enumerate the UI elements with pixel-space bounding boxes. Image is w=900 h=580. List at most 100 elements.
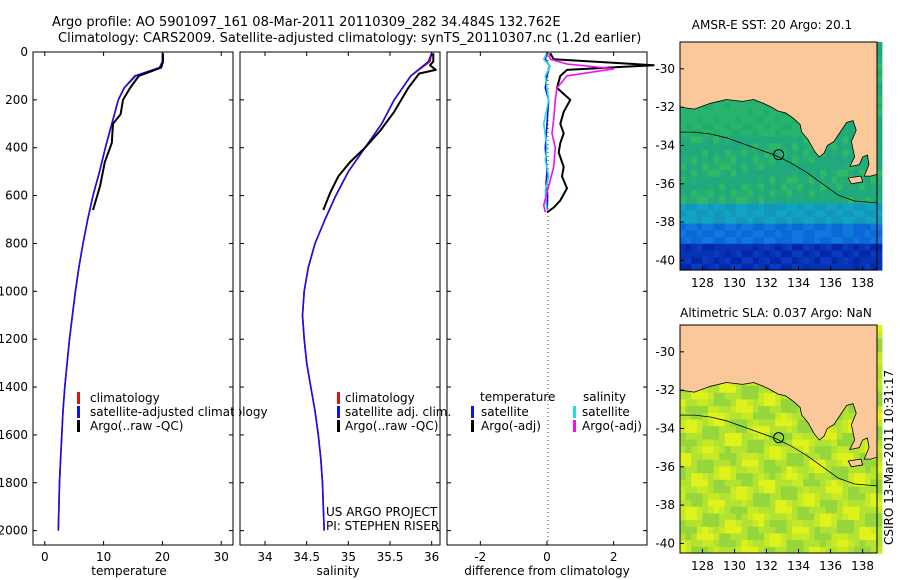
x-tick-label: 36 — [424, 550, 439, 564]
y-tick-label: 0 — [20, 45, 28, 59]
project-annotation-line1: US ARGO PROJECT — [326, 505, 438, 519]
y-tick-label: 1400 — [0, 380, 28, 394]
land-mass — [679, 41, 878, 177]
map-x-tick-label: 134 — [787, 276, 810, 290]
legend-swatch-argo — [77, 420, 80, 432]
y-tick-label: 1000 — [0, 284, 28, 298]
map-x-tick-label: 136 — [819, 276, 842, 290]
difference-series-2 — [542, 52, 552, 211]
x-tick-label: 2 — [610, 550, 618, 564]
map-y-tick-label: -34 — [655, 421, 675, 435]
map-y-tick-label: -32 — [655, 383, 675, 397]
legend-swatch-climatology — [337, 392, 340, 404]
x-tick-label: 34 — [257, 550, 272, 564]
temperature-series-1 — [57, 53, 164, 531]
legend-swatch-argo-salinity — [573, 420, 576, 432]
x-tick-label: 20 — [155, 550, 170, 564]
x-axis-label-temperature: temperature — [91, 564, 166, 578]
y-tick-label: 1800 — [0, 476, 28, 490]
legend-swatch-argo-temperature — [471, 420, 474, 432]
x-tick-label: 35.5 — [377, 550, 404, 564]
x-tick-label: -2 — [474, 550, 486, 564]
legend-swatch-satellite — [77, 406, 80, 418]
y-tick-label: 1600 — [0, 428, 28, 442]
map-x-tick-label: 132 — [755, 559, 778, 573]
map-x-tick-label: 130 — [723, 559, 746, 573]
y-tick-label: 200 — [5, 93, 28, 107]
legend-label: climatology — [90, 391, 160, 405]
figure-title-line1: Argo profile: AO 5901097_161 08-Mar-2011… — [52, 15, 561, 30]
temperature-series-2 — [92, 53, 164, 211]
legend-label: climatology — [345, 391, 415, 405]
legend-header-salinity: salinity — [583, 390, 626, 404]
island — [847, 458, 864, 468]
sst-map — [679, 41, 883, 271]
legend-label: Argo(..raw -QC) — [345, 419, 438, 433]
legend-swatch-satellite — [337, 406, 340, 418]
salinity-legend: climatology satellite adj. clim. Argo(..… — [337, 391, 451, 433]
map-x-tick-label: 128 — [691, 276, 714, 290]
map-y-tick-label: -38 — [655, 215, 675, 229]
sla-map — [679, 324, 883, 554]
map-x-tick-label: 132 — [755, 276, 778, 290]
map-y-tick-label: -30 — [655, 345, 675, 359]
difference-legend: temperature salinity satellite Argo(-adj… — [471, 390, 642, 433]
float-position-marker — [773, 432, 785, 444]
map-x-tick-label: 136 — [819, 559, 842, 573]
sst-map-frame — [679, 41, 878, 271]
legend-swatch-satellite-salinity — [573, 406, 576, 418]
difference-series-3 — [542, 52, 615, 213]
y-tick-label: 1200 — [0, 332, 28, 346]
map-x-tick-label: 128 — [691, 559, 714, 573]
map-y-tick-label: -30 — [655, 62, 675, 76]
legend-swatch-climatology — [77, 392, 80, 404]
map-y-tick-label: -34 — [655, 138, 675, 152]
temperature-panel — [32, 51, 234, 546]
legend-label: satellite-adjusted climatology — [90, 405, 268, 419]
bathymetry-contour — [680, 414, 878, 487]
difference-series-1 — [546, 52, 655, 214]
y-tick-label: 800 — [5, 236, 28, 250]
side-stamp: CSIRO 13-Mar-2011 10:31:17 — [882, 370, 896, 545]
map-x-tick-label: 138 — [851, 559, 874, 573]
x-tick-label: 0 — [41, 550, 49, 564]
sst-map-title: AMSR-E SST: 20 Argo: 20.1 — [692, 18, 852, 32]
island — [847, 175, 864, 185]
y-tick-label: 2000 — [0, 524, 28, 538]
float-position-marker — [773, 149, 785, 161]
legend-swatch-argo — [337, 420, 340, 432]
x-tick-label: 35 — [341, 550, 356, 564]
legend-swatch-satellite-temperature — [471, 406, 474, 418]
land-mass — [679, 324, 878, 460]
legend-label: Argo(-adj) — [582, 419, 642, 433]
x-tick-label: 10 — [96, 550, 111, 564]
project-annotation-line2: PI: STEPHEN RISER — [326, 519, 439, 533]
map-y-tick-label: -40 — [655, 536, 675, 550]
salinity-series-2 — [322, 53, 437, 211]
legend-label: Argo(..raw -QC) — [90, 419, 183, 433]
map-y-tick-label: -32 — [655, 100, 675, 114]
legend-label: satellite — [582, 405, 630, 419]
map-y-tick-label: -38 — [655, 498, 675, 512]
x-tick-label: 34.5 — [293, 550, 320, 564]
legend-label: Argo(-adj) — [481, 419, 541, 433]
legend-header-temperature: temperature — [480, 390, 555, 404]
bathymetry-contour — [680, 131, 878, 204]
salinity-series-1 — [301, 52, 433, 531]
y-tick-label: 400 — [5, 141, 28, 155]
x-axis-label-salinity: salinity — [316, 564, 359, 578]
y-tick-label: 600 — [5, 189, 28, 203]
sla-map-title: Altimetric SLA: 0.037 Argo: NaN — [680, 306, 872, 320]
x-tick-label: 0 — [543, 550, 551, 564]
figure-title-line2: Climatology: CARS2009. Satellite-adjuste… — [58, 31, 641, 46]
map-y-tick-label: -36 — [655, 177, 675, 191]
legend-label: satellite adj. clim. — [345, 405, 451, 419]
map-y-tick-label: -36 — [655, 460, 675, 474]
sla-map-frame — [679, 324, 878, 554]
salinity-panel — [239, 51, 441, 546]
map-x-tick-label: 138 — [851, 276, 874, 290]
x-tick-label: 30 — [214, 550, 229, 564]
temperature-legend: climatology satellite-adjusted climatolo… — [77, 391, 268, 433]
legend-label: satellite — [481, 405, 529, 419]
